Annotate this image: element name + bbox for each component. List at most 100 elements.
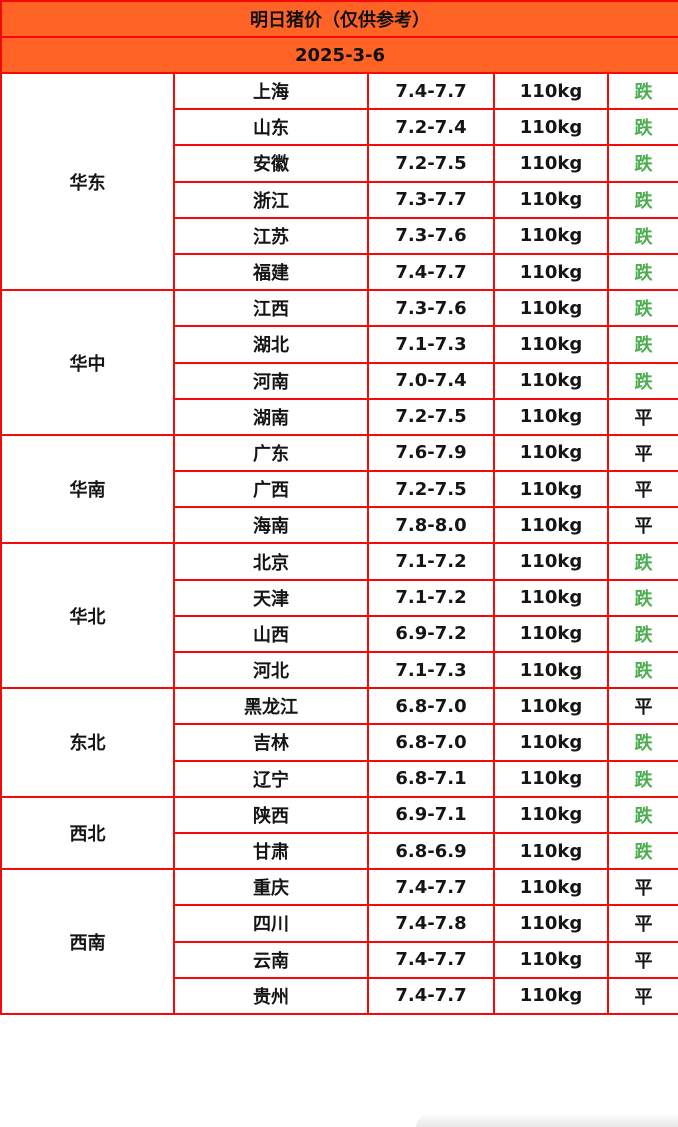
price-cell: 6.9-7.2 (367, 614, 495, 654)
price-cell: 7.3-7.7 (367, 180, 495, 219)
price-cell: 7.2-7.5 (367, 470, 495, 509)
trend-cell: 跌 (606, 614, 678, 654)
table-row: 湖南 7.2-7.5 110kg 平 (1, 397, 678, 436)
price-cell: 7.4-7.7 (367, 868, 495, 907)
price-cell: 7.3-7.6 (367, 216, 495, 255)
province-cell: 山东 (173, 108, 369, 147)
price-cell: 7.8-8.0 (367, 506, 495, 545)
province-cell: 湖南 (173, 397, 369, 436)
table-row: 浙江 7.3-7.7 110kg 跌 (1, 180, 678, 219)
region-cell: 东北 (0, 687, 175, 798)
table-row: 山西 6.9-7.2 110kg 跌 (1, 614, 678, 654)
price-cell: 6.8-7.1 (367, 759, 495, 798)
province-cell: 重庆 (173, 868, 369, 907)
price-cell: 7.4-7.8 (367, 904, 495, 943)
price-cell: 6.8-7.0 (367, 687, 495, 726)
trend-cell: 跌 (606, 831, 678, 871)
price-cell: 6.9-7.1 (367, 795, 495, 834)
title-row: 明日猪价（仅供参考） (0, 0, 678, 38)
trend-cell: 跌 (606, 71, 678, 111)
price-cell: 7.4-7.7 (367, 252, 495, 292)
table-row: 云南 7.4-7.7 110kg 平 (1, 940, 678, 979)
table-row: 贵州 7.4-7.7 110kg 平 (1, 976, 678, 1015)
table-row: 广西 7.2-7.5 110kg 平 (1, 470, 678, 509)
price-cell: 6.8-6.9 (367, 831, 495, 871)
province-cell: 甘肃 (173, 831, 369, 871)
trend-cell: 跌 (606, 578, 678, 617)
table-row: 华南 广东 7.6-7.9 110kg 平 (0, 433, 678, 545)
table-row: 吉林 6.8-7.0 110kg 跌 (1, 723, 678, 762)
price-cell: 7.1-7.2 (367, 542, 495, 581)
weight-cell: 110kg (493, 831, 609, 871)
trend-cell: 平 (606, 397, 678, 436)
province-cell: 福建 (173, 252, 369, 292)
trend-cell: 跌 (606, 216, 678, 255)
trend-cell: 平 (606, 940, 678, 979)
weight-cell: 110kg (493, 687, 609, 726)
date-row: 2025-3-6 (0, 36, 678, 74)
weight-cell: 110kg (493, 433, 609, 473)
region-cell: 华南 (0, 433, 175, 545)
table-row: 河北 7.1-7.3 110kg 跌 (1, 650, 678, 690)
province-cell: 山西 (173, 614, 369, 654)
province-cell: 吉林 (173, 723, 369, 762)
province-cell: 辽宁 (173, 759, 369, 798)
weight-cell: 110kg (493, 578, 609, 617)
price-cell: 7.4-7.7 (367, 71, 495, 111)
region-cell: 西北 (0, 795, 175, 871)
province-cell: 河南 (173, 361, 369, 400)
price-cell: 6.8-7.0 (367, 723, 495, 762)
province-cell: 江苏 (173, 216, 369, 255)
weight-cell: 110kg (493, 940, 609, 979)
trend-cell: 平 (606, 687, 678, 726)
region-cell: 华中 (0, 289, 175, 436)
trend-cell: 跌 (606, 180, 678, 219)
price-cell: 7.4-7.7 (367, 976, 495, 1015)
region-cell: 华东 (0, 71, 175, 292)
trend-cell: 跌 (606, 542, 678, 581)
table-row: 东北 黑龙江 6.8-7.0 110kg 平 (0, 687, 678, 798)
province-cell: 海南 (173, 506, 369, 545)
table-row: 华北 北京 7.1-7.2 110kg 跌 (0, 542, 678, 690)
weight-cell: 110kg (493, 976, 609, 1015)
province-cell: 天津 (173, 578, 369, 617)
trend-cell: 平 (606, 506, 678, 545)
trend-cell: 跌 (606, 325, 678, 364)
weight-cell: 110kg (493, 868, 609, 907)
region-cell: 西南 (0, 868, 175, 1015)
table-row: 河南 7.0-7.4 110kg 跌 (1, 361, 678, 400)
province-cell: 湖北 (173, 325, 369, 364)
weight-cell: 110kg (493, 650, 609, 690)
province-cell: 四川 (173, 904, 369, 943)
table-row: 山东 7.2-7.4 110kg 跌 (1, 108, 678, 147)
page-title: 明日猪价（仅供参考） (0, 0, 678, 38)
price-cell: 7.6-7.9 (367, 433, 495, 473)
table-row: 安徽 7.2-7.5 110kg 跌 (1, 144, 678, 183)
weight-cell: 110kg (493, 252, 609, 292)
weight-cell: 110kg (493, 180, 609, 219)
price-cell: 7.3-7.6 (367, 289, 495, 328)
price-cell: 7.0-7.4 (367, 361, 495, 400)
trend-cell: 跌 (606, 361, 678, 400)
province-cell: 广东 (173, 433, 369, 473)
weight-cell: 110kg (493, 216, 609, 255)
weight-cell: 110kg (493, 397, 609, 436)
trend-cell: 跌 (606, 289, 678, 328)
province-cell: 北京 (173, 542, 369, 581)
trend-cell: 跌 (606, 144, 678, 183)
trend-cell: 跌 (606, 795, 678, 834)
weight-cell: 110kg (493, 289, 609, 328)
weight-cell: 110kg (493, 614, 609, 654)
table-row: 甘肃 6.8-6.9 110kg 跌 (1, 831, 678, 871)
price-cell: 7.1-7.3 (367, 650, 495, 690)
weight-cell: 110kg (493, 325, 609, 364)
weight-cell: 110kg (493, 361, 609, 400)
table-row: 海南 7.8-8.0 110kg 平 (1, 506, 678, 545)
province-cell: 浙江 (173, 180, 369, 219)
weight-cell: 110kg (493, 144, 609, 183)
weight-cell: 110kg (493, 71, 609, 111)
trend-cell: 跌 (606, 759, 678, 798)
province-cell: 安徽 (173, 144, 369, 183)
table-row: 华中 江西 7.3-7.6 110kg 跌 (0, 289, 678, 436)
bottom-sheet-shadow (416, 1115, 678, 1127)
